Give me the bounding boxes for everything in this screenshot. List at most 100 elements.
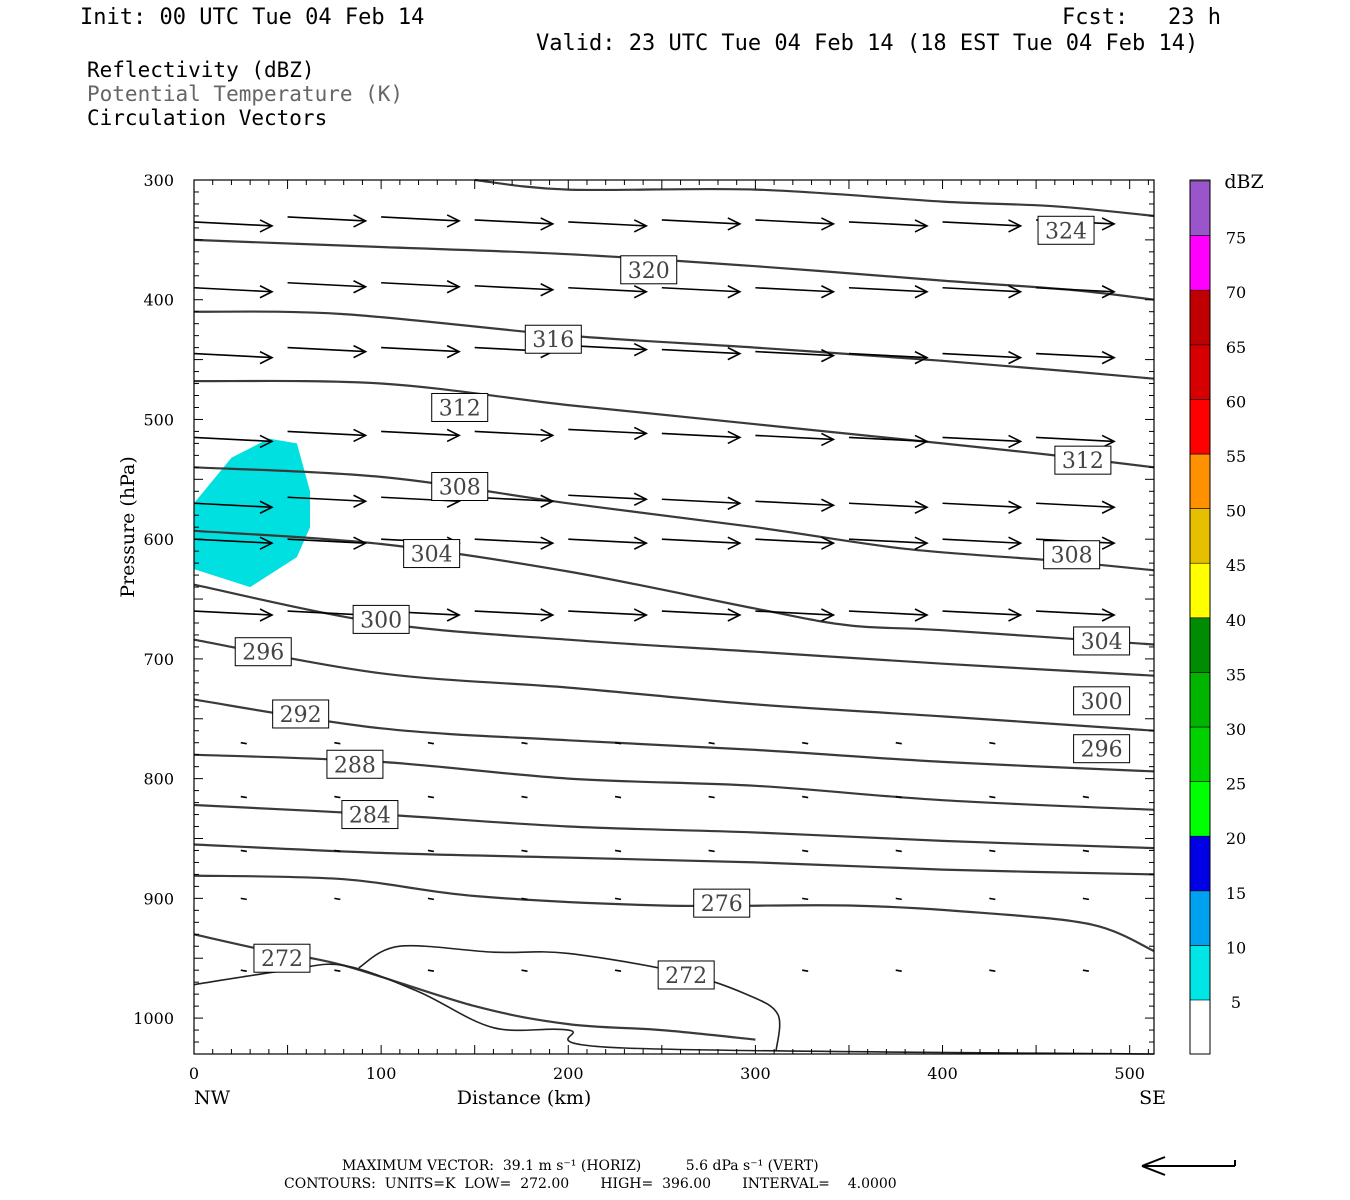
- weak-vector: [614, 849, 622, 853]
- contour-label-box: [657, 960, 715, 990]
- weak-vector: [427, 741, 435, 745]
- vector-head: [353, 214, 368, 228]
- weak-vector: [614, 795, 622, 799]
- weak-vector: [895, 897, 902, 901]
- weak-vector: [708, 849, 715, 853]
- weak-vector: [989, 741, 996, 745]
- circulation-vector: [755, 610, 834, 616]
- circulation-vector: [1036, 610, 1115, 616]
- legend-bin-label: 55: [1226, 447, 1246, 466]
- weak-vector: [240, 969, 247, 972]
- field-theta: Potential Temperature (K): [87, 82, 404, 106]
- weak-vector: [334, 741, 341, 745]
- vector-head: [821, 608, 836, 622]
- circulation-vector: [193, 286, 273, 293]
- x-tick-label: 300: [740, 1064, 771, 1083]
- x-axis-title: Distance (km): [457, 1087, 592, 1109]
- circulation-vector: [287, 281, 366, 288]
- contour-label-box: [524, 324, 582, 354]
- contour-label: 312: [439, 396, 481, 421]
- weak-vector: [802, 795, 809, 799]
- vector-head: [727, 536, 742, 550]
- vector-head: [914, 536, 929, 550]
- circulation-vectors: [193, 214, 1116, 972]
- circulation-vector: [568, 538, 647, 544]
- circulation-vector: [474, 610, 553, 616]
- contour-label-box: [1073, 734, 1131, 764]
- circulation-vector: [661, 219, 740, 225]
- weak-vector: [1082, 897, 1090, 901]
- contour-label: 292: [280, 703, 322, 728]
- field-reflectivity: Reflectivity (dBZ): [87, 58, 315, 82]
- dbz-legend: 5 10 15 20 25 30 35 40 45 50 55 60 65 70 75 dBZ: [1189, 171, 1264, 1055]
- contour-label-box: [1043, 540, 1101, 570]
- circulation-vector: [287, 430, 366, 437]
- legend-bottom-block: [1190, 1000, 1210, 1054]
- weak-vector: [427, 969, 435, 972]
- weak-vector: [334, 969, 341, 972]
- legend-bin-label: 60: [1226, 392, 1246, 411]
- weak-vector: [802, 969, 809, 972]
- y-tick-label: 400: [143, 291, 174, 310]
- x-end-label-left: NW: [194, 1087, 231, 1109]
- vector-head: [1008, 536, 1023, 550]
- contour-label: 308: [439, 475, 481, 500]
- vector-head: [1008, 500, 1023, 514]
- vector-head: [446, 344, 461, 359]
- contour-label-box: [1037, 215, 1095, 245]
- contour-label: 272: [665, 964, 707, 989]
- vector-head: [1008, 219, 1023, 233]
- vector-head: [914, 285, 929, 299]
- theta-contour-292: [193, 698, 1155, 773]
- circulation-vector: [568, 610, 647, 616]
- vector-head: [259, 285, 274, 299]
- theta-contour-300: [193, 583, 1155, 677]
- vector-head: [1101, 536, 1116, 550]
- reference-vector-arrow: [1141, 1156, 1236, 1176]
- vector-head: [633, 536, 649, 550]
- max-vector-text: MAXIMUM VECTOR: 39.1 m s⁻¹ (HORIZ) 5.6 d…: [342, 1158, 819, 1174]
- weak-vector: [895, 795, 902, 799]
- weak-vector: [708, 795, 715, 799]
- circulation-vector: [193, 538, 273, 544]
- circulation-vector: [755, 219, 834, 225]
- vector-head: [259, 608, 274, 622]
- weak-vector: [1082, 849, 1090, 853]
- vector-head: [259, 350, 274, 365]
- weak-vector: [521, 741, 528, 745]
- vector-head: [446, 428, 461, 443]
- vector-head: [821, 432, 836, 447]
- circulation-vector: [474, 284, 553, 291]
- theta-contours: [193, 178, 1155, 1055]
- weak-vector: [614, 741, 622, 745]
- y-tick-label: 600: [143, 530, 174, 549]
- y-tick-label: 300: [143, 171, 174, 190]
- legend-bin-label: 20: [1226, 829, 1246, 848]
- weak-vector: [240, 795, 247, 799]
- vector-head: [914, 434, 929, 449]
- vector-head: [540, 217, 555, 231]
- init-time: Init: 00 UTC Tue 04 Feb 14: [80, 5, 425, 30]
- legend-bin: [1189, 453, 1211, 509]
- y-tick-label: 700: [143, 650, 174, 669]
- field-vectors: Circulation Vectors: [87, 106, 328, 130]
- weak-vector: [240, 897, 247, 901]
- contour-label-box: [1054, 445, 1112, 475]
- circulation-vector: [287, 538, 366, 544]
- weak-vector: [802, 897, 809, 901]
- contour-label: 284: [349, 804, 391, 829]
- circulation-vector: [287, 496, 366, 503]
- legend-bin: [1189, 235, 1211, 291]
- circulation-vector: [848, 610, 928, 616]
- weak-vector: [521, 969, 528, 972]
- legend-bin: [1189, 289, 1211, 346]
- legend-bin-label: 25: [1226, 775, 1246, 794]
- legend-bin-label: 35: [1226, 665, 1246, 684]
- contour-labels: 324 320 316 312 312 308 308 304 304 300 300 296 296 2…: [234, 215, 1131, 990]
- x-tick-label: 0: [189, 1064, 199, 1083]
- weak-vector: [895, 849, 902, 853]
- vector-head: [727, 430, 742, 445]
- circulation-vector: [661, 348, 740, 355]
- vector-head: [353, 280, 368, 294]
- contour-label: 324: [1045, 219, 1087, 244]
